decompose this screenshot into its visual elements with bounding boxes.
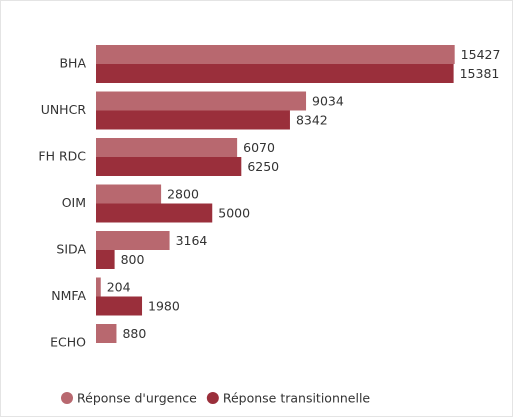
bar	[96, 231, 170, 250]
bar	[96, 110, 290, 130]
y-tick-label: NMFA	[51, 288, 86, 303]
bar	[96, 324, 117, 343]
legend-swatch	[206, 392, 219, 404]
data-label: 3164	[176, 233, 208, 248]
bar	[96, 138, 238, 157]
legend-label: Réponse transitionnelle	[223, 391, 371, 406]
bar	[96, 250, 115, 269]
data-label: 9034	[312, 94, 344, 109]
y-tick-label: BHA	[59, 56, 86, 71]
data-label: 1980	[148, 299, 180, 314]
bar	[96, 296, 143, 316]
data-label: 204	[107, 280, 131, 295]
bar	[96, 64, 454, 83]
data-label: 6070	[243, 140, 275, 155]
bar	[96, 45, 455, 64]
bar	[96, 184, 162, 204]
legend-label: Réponse d'urgence	[77, 391, 197, 406]
bar	[96, 91, 307, 111]
data-label: 800	[121, 252, 145, 267]
data-label: 15381	[460, 66, 500, 81]
data-label: 2800	[167, 187, 199, 202]
bar	[96, 203, 213, 223]
data-label: 15427	[461, 47, 501, 62]
data-label: 5000	[218, 206, 250, 221]
data-label: 8342	[296, 113, 328, 128]
bar	[96, 157, 242, 176]
data-label: 880	[122, 326, 146, 341]
y-tick-label: UNHCR	[41, 102, 87, 117]
data-label: 6250	[247, 159, 279, 174]
y-tick-label: FH RDC	[38, 149, 86, 164]
y-tick-label: OIM	[62, 195, 86, 210]
y-tick-label: SIDA	[56, 242, 86, 257]
legend: Réponse d'urgence Réponse transitionnelle	[61, 391, 370, 406]
bar	[96, 277, 101, 297]
y-tick-label: ECHO	[50, 335, 86, 350]
legend-swatch	[61, 392, 73, 404]
